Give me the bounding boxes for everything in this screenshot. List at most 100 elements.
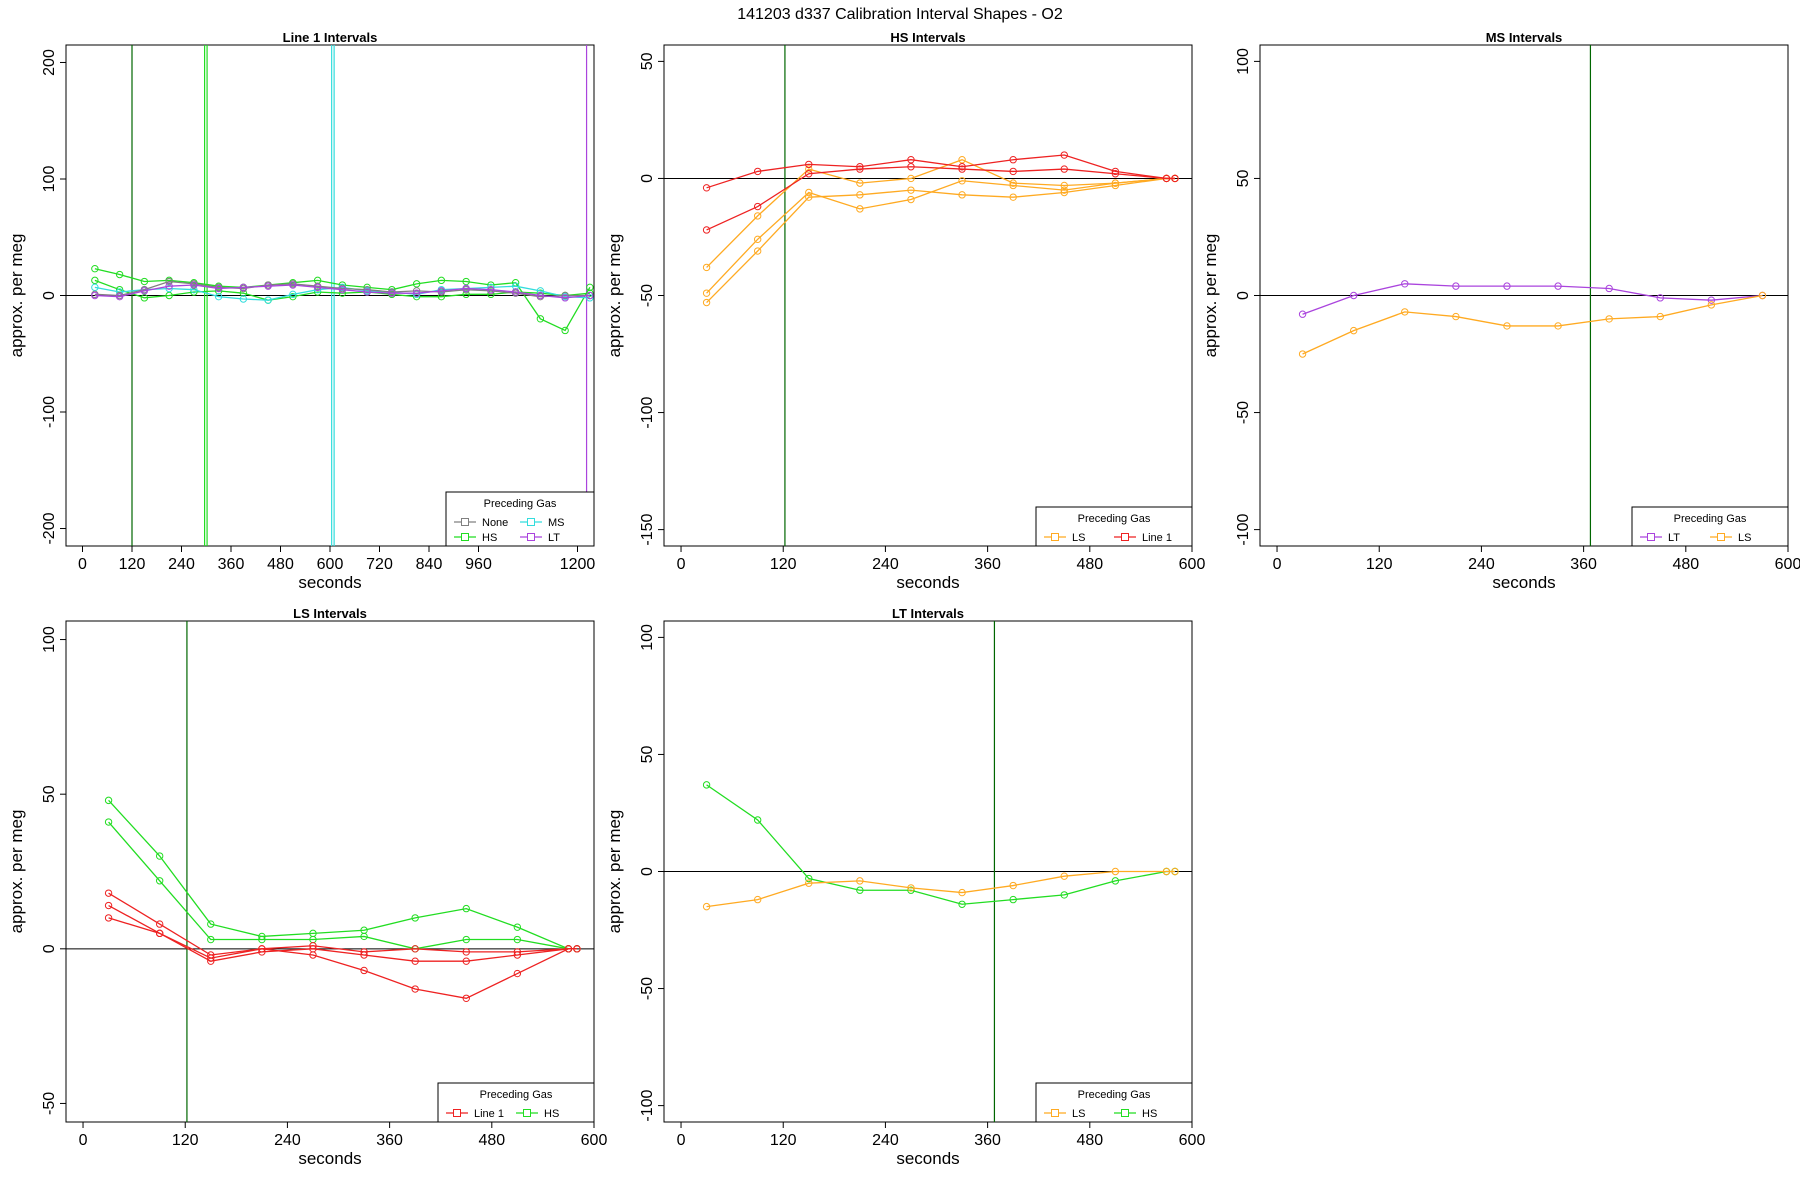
y-tick-label: 100 xyxy=(41,166,58,193)
legend-entry-ls: LS xyxy=(1044,1108,1085,1120)
data-point xyxy=(207,920,215,928)
data-point xyxy=(536,315,545,323)
y-tick-label: -50 xyxy=(639,284,656,307)
legend-entry-none: None xyxy=(454,517,508,529)
data-point xyxy=(1162,867,1171,876)
legend-title: Preceding Gas xyxy=(1078,513,1151,525)
y-tick-label: 100 xyxy=(639,624,656,651)
legend-marker xyxy=(527,533,535,541)
x-axis-label: seconds xyxy=(896,573,959,592)
panel-line-1-intervals: Line 1 Intervals 0 120 240 360 480 600 720 840 96… xyxy=(7,30,595,592)
data-point xyxy=(702,263,711,272)
series-line xyxy=(1302,283,1763,315)
data-point xyxy=(462,277,470,286)
y-tick-label: -50 xyxy=(41,1092,58,1115)
x-tick-label: 360 xyxy=(974,556,1001,573)
legend: Preceding Gas Line 1 HS xyxy=(437,1082,595,1123)
legend-entry-ls: LS xyxy=(1044,532,1085,544)
data-point xyxy=(264,296,272,304)
series-line xyxy=(94,280,590,298)
x-tick-label: 840 xyxy=(416,556,443,573)
data-point xyxy=(513,923,522,931)
y-tick-label: 0 xyxy=(41,944,58,953)
data-point xyxy=(165,282,173,290)
data-point xyxy=(513,969,522,978)
y-tick-label: 50 xyxy=(1235,169,1252,187)
data-point xyxy=(702,226,711,234)
data-point xyxy=(958,900,966,908)
legend-marker xyxy=(1051,1109,1059,1117)
data-point xyxy=(165,284,173,293)
data-point xyxy=(536,287,545,295)
data-point xyxy=(702,298,711,307)
data-point xyxy=(753,212,762,220)
x-tick-label: 600 xyxy=(1179,1132,1206,1149)
data-point xyxy=(907,156,915,164)
series-line xyxy=(706,177,1175,294)
data-point xyxy=(702,289,711,297)
data-point xyxy=(1452,282,1460,290)
data-point xyxy=(1111,867,1120,876)
legend-marker xyxy=(1121,1109,1129,1117)
data-point xyxy=(958,165,966,173)
data-point xyxy=(1503,282,1511,290)
legend: Preceding Gas None MS HS LT xyxy=(445,491,595,547)
x-tick-label: 600 xyxy=(581,1132,608,1149)
data-point xyxy=(856,179,864,187)
series-line xyxy=(108,904,577,962)
legend-entry-lt: LT xyxy=(520,532,560,544)
series-line xyxy=(706,177,1175,303)
data-point xyxy=(1298,310,1307,318)
series-line-1 xyxy=(702,151,1179,192)
data-point xyxy=(104,901,113,910)
data-point xyxy=(805,879,813,887)
data-point xyxy=(338,285,347,294)
legend-marker xyxy=(1717,533,1725,541)
data-point xyxy=(214,292,223,301)
data-point xyxy=(805,874,813,883)
series-line xyxy=(1302,294,1763,355)
series-ls xyxy=(702,174,1179,307)
data-point xyxy=(1111,167,1120,176)
data-point xyxy=(289,281,297,289)
data-point xyxy=(462,290,470,299)
x-tick-label: 240 xyxy=(168,556,195,573)
y-tick-label: 0 xyxy=(1235,291,1252,300)
data-point xyxy=(437,276,446,285)
data-point xyxy=(1111,170,1120,178)
legend: Preceding Gas LS Line 1 xyxy=(1035,506,1193,547)
series-line xyxy=(706,166,1175,231)
data-point xyxy=(805,188,813,197)
data-point xyxy=(289,290,297,299)
x-tick-label: 120 xyxy=(172,1132,199,1149)
data-point xyxy=(511,282,520,290)
data-point xyxy=(140,277,149,286)
data-point xyxy=(1060,872,1068,880)
data-point xyxy=(214,284,223,293)
data-point xyxy=(1009,881,1017,890)
data-point xyxy=(1349,326,1358,335)
data-point xyxy=(165,277,173,286)
x-tick-label: 0 xyxy=(78,556,87,573)
data-point xyxy=(573,945,581,953)
data-point xyxy=(1298,350,1307,358)
data-point xyxy=(958,163,966,171)
data-point xyxy=(753,895,762,904)
series-ls xyxy=(1298,291,1767,358)
x-tick-label: 0 xyxy=(79,1132,88,1149)
data-point xyxy=(1111,179,1120,187)
x-tick-label: 480 xyxy=(1076,1132,1103,1149)
data-point xyxy=(1009,167,1017,176)
legend-title: Preceding Gas xyxy=(1674,513,1747,525)
y-tick-label: 0 xyxy=(639,174,656,183)
y-axis-label: approx. per meg xyxy=(605,234,624,358)
series-line xyxy=(108,917,577,999)
data-point xyxy=(805,193,813,201)
data-point xyxy=(1060,891,1068,899)
data-point xyxy=(1060,188,1068,197)
y-tick-label: 0 xyxy=(639,867,656,876)
data-point xyxy=(753,202,762,211)
data-point xyxy=(513,935,522,944)
data-point xyxy=(753,816,762,824)
